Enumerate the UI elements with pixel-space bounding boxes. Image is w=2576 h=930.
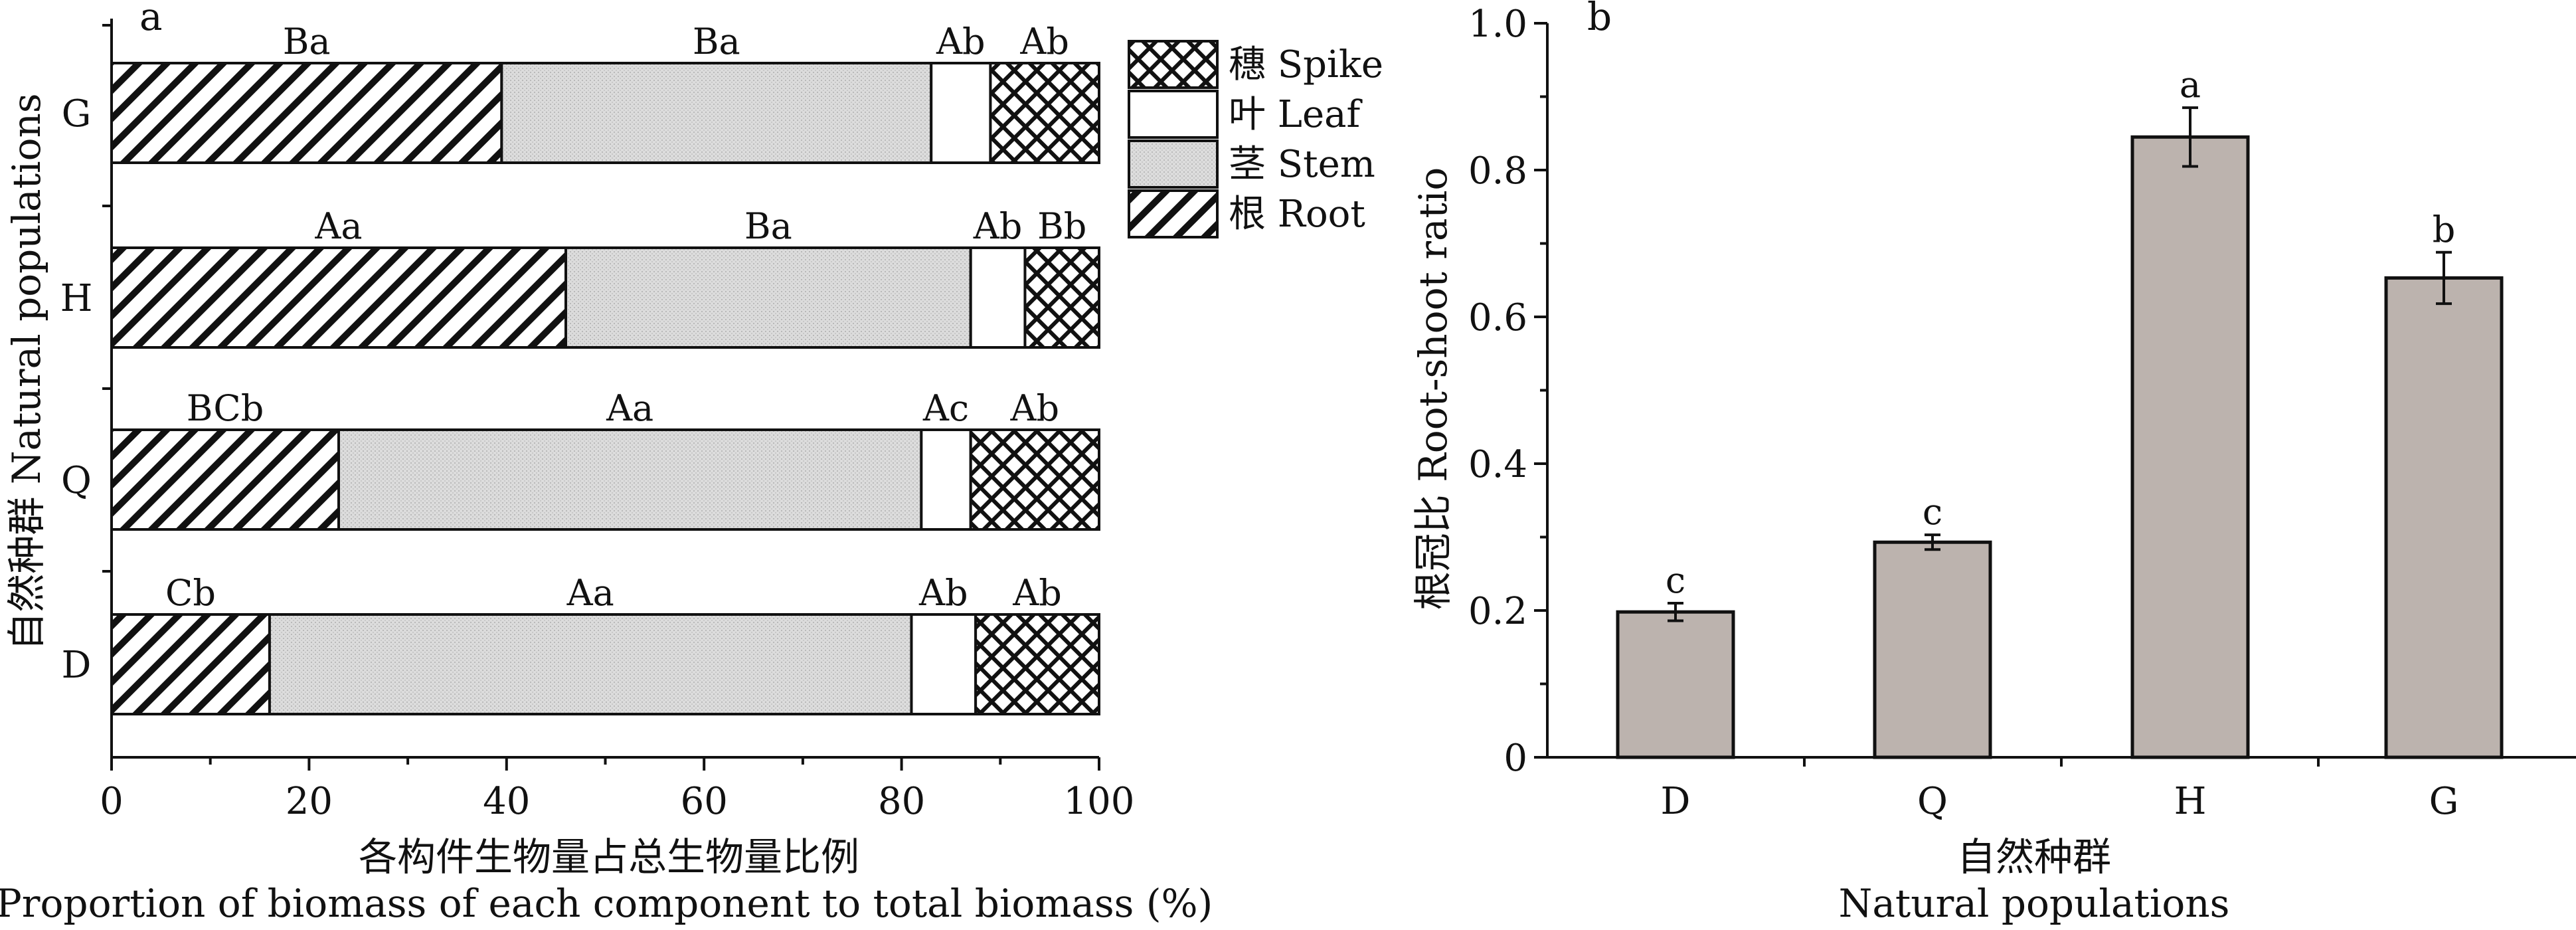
bar-root-q bbox=[110, 428, 341, 531]
y-tick-label-d: D bbox=[62, 644, 92, 687]
panel-b-x-axis-label-en: Natural populations bbox=[1839, 881, 2230, 926]
x-tick-label-0: 0 bbox=[100, 780, 124, 823]
sig-label-leaf-d: Ab bbox=[918, 572, 968, 614]
y-tick-label-0-6: 0.6 bbox=[1468, 296, 1527, 339]
legend-swatch-root bbox=[1128, 189, 1219, 238]
y-tick-label-g: G bbox=[62, 92, 92, 136]
legend-label-stem: 茎 Stem bbox=[1229, 143, 1375, 186]
x-tick-label-d: D bbox=[1661, 780, 1691, 823]
sig-label-root-g: Ba bbox=[283, 21, 331, 62]
panel-b-chart: b c c a b D Q H G 0 0.2 0.4 0.6 0.8 1.0 根冠比 Root-sho… bbox=[1411, 0, 2576, 926]
sig-label-root-q: BCb bbox=[187, 387, 264, 429]
sig-label-spike-d: Ab bbox=[1012, 572, 1062, 614]
bar-leaf-q bbox=[920, 428, 972, 531]
y-tick-label-0-4: 0.4 bbox=[1468, 443, 1527, 486]
bar-spike-h bbox=[1023, 246, 1100, 349]
bar-leaf-d bbox=[910, 613, 978, 715]
bar-spike-g bbox=[989, 62, 1101, 164]
panel-b-axes: D Q H G 0 0.2 0.4 0.6 0.8 1.0 bbox=[1468, 3, 2576, 823]
legend-label-spike: 穗 Spike bbox=[1229, 43, 1383, 86]
bar-leaf-g bbox=[930, 62, 992, 164]
sig-label-stem-g: Ba bbox=[693, 21, 740, 62]
sig-label-stem-q: Aa bbox=[606, 387, 653, 429]
y-tick-label-0-8: 0.8 bbox=[1468, 149, 1527, 193]
sig-label-h: a bbox=[2180, 64, 2201, 106]
legend-swatch-stem bbox=[1128, 140, 1219, 189]
sig-label-root-d: Cb bbox=[165, 572, 216, 614]
sig-label-spike-h: Bb bbox=[1037, 205, 1086, 247]
bar-root-h bbox=[110, 246, 568, 349]
x-tick-label-20: 20 bbox=[286, 780, 333, 823]
sig-label-g: b bbox=[2433, 209, 2456, 250]
bar-root-d bbox=[110, 613, 271, 715]
sig-label-d: c bbox=[1666, 559, 1685, 601]
panel-a-axes: G H Q D 0 20 40 60 80 100 bbox=[60, 19, 1135, 823]
x-tick-label-40: 40 bbox=[483, 780, 530, 823]
bar-d bbox=[1616, 610, 1735, 759]
bar-stem-h bbox=[564, 246, 972, 349]
bar-h bbox=[2130, 135, 2250, 759]
y-tick-label-0-2: 0.2 bbox=[1468, 590, 1527, 633]
sig-label-spike-q: Ab bbox=[1010, 387, 1060, 429]
bar-stem-g bbox=[500, 62, 933, 164]
sig-label-root-h: Aa bbox=[314, 205, 362, 247]
bar-stem-d bbox=[268, 613, 913, 715]
bar-g bbox=[2384, 276, 2504, 759]
panel-b-label: b bbox=[1587, 0, 1612, 39]
x-tick-label-80: 80 bbox=[878, 780, 925, 823]
sig-label-stem-d: Aa bbox=[566, 572, 614, 614]
legend-label-leaf: 叶 Leaf bbox=[1229, 93, 1363, 136]
y-tick-label-0: 0 bbox=[1503, 737, 1527, 780]
legend-swatch-leaf bbox=[1128, 90, 1219, 139]
sig-label-q: c bbox=[1923, 491, 1942, 533]
bar-stem-q bbox=[337, 428, 923, 531]
panel-a-label: a bbox=[139, 0, 163, 39]
sig-label-leaf-g: Ab bbox=[936, 21, 986, 62]
panel-a-x-axis-label-en: Proportion of biomass of each component … bbox=[0, 881, 1213, 926]
sig-label-leaf-h: Ab bbox=[973, 205, 1023, 247]
bar-spike-q bbox=[969, 428, 1100, 531]
panel-a-legend: 穗 Spike 叶 Leaf 茎 Stem 根 Root bbox=[1128, 40, 1383, 238]
y-tick-label-h: H bbox=[60, 277, 93, 320]
x-tick-label-h: H bbox=[2174, 780, 2207, 823]
x-tick-label-q: Q bbox=[1917, 780, 1948, 823]
panel-a-x-axis-label-cn: 各构件生物量占总生物量比例 bbox=[359, 834, 859, 880]
panel-b-bars: c c a b bbox=[1616, 64, 2504, 759]
panel-a-bars: Ba Ba Ab Ab Aa Ba Ab Bb BCb Aa Ac Ab Cb Aa Ab Ab bbox=[110, 21, 1101, 715]
panel-b-x-axis-label-cn: 自然种群 bbox=[1957, 834, 2111, 880]
bar-leaf-h bbox=[969, 246, 1027, 349]
y-tick-label-1-0: 1.0 bbox=[1468, 3, 1527, 46]
x-tick-label-g: G bbox=[2429, 780, 2459, 823]
y-tick-label-q: Q bbox=[61, 459, 92, 502]
bar-spike-d bbox=[974, 613, 1100, 715]
sig-label-stem-h: Ba bbox=[744, 205, 792, 247]
x-tick-label-60: 60 bbox=[681, 780, 728, 823]
panel-b-y-axis-label: 根冠比 Root-shoot ratio bbox=[1411, 167, 1456, 610]
sig-label-spike-g: Ab bbox=[1019, 21, 1069, 62]
panel-a-y-axis-label: 自然种群 Natural populations bbox=[4, 93, 49, 650]
legend-label-root: 根 Root bbox=[1229, 193, 1365, 236]
bar-q bbox=[1873, 540, 1992, 759]
sig-label-leaf-q: Ac bbox=[922, 387, 969, 429]
panel-a-chart: a Ba Ba Ab Ab Aa Ba Ab Bb BCb Aa Ac Ab Cb Aa Ab Ab G H Q D… bbox=[0, 0, 1383, 926]
legend-swatch-spike bbox=[1128, 40, 1219, 89]
bar-root-g bbox=[110, 62, 503, 164]
x-tick-label-100: 100 bbox=[1064, 780, 1135, 823]
